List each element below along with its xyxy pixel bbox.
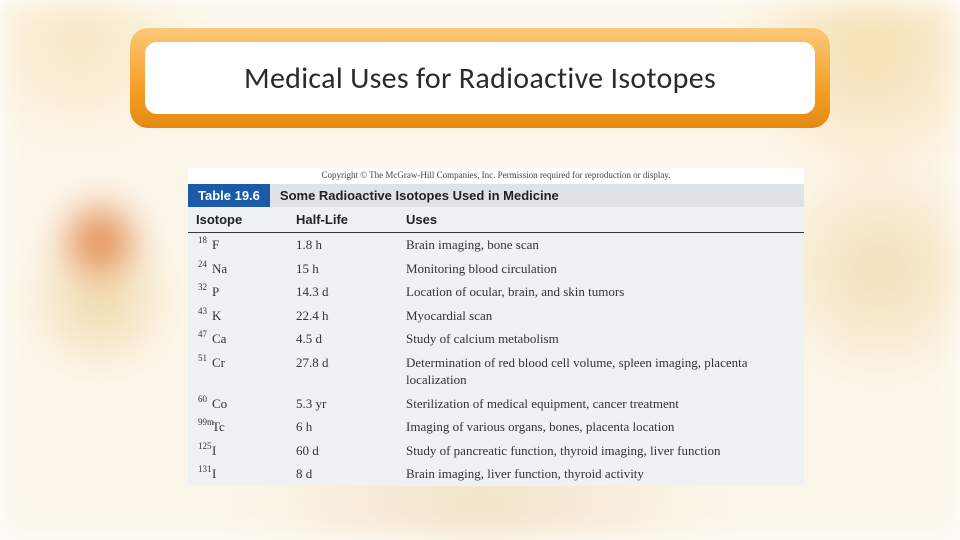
element-symbol: Ca <box>212 331 226 346</box>
cell-isotope: 99mTc <box>188 415 288 439</box>
element-symbol: Cr <box>212 355 225 370</box>
cell-halflife: 22.4 h <box>288 304 398 328</box>
mass-number: 99m <box>198 416 214 428</box>
cell-halflife: 4.5 d <box>288 327 398 351</box>
element-symbol: I <box>212 443 216 458</box>
col-header-isotope: Isotope <box>188 207 288 232</box>
cell-isotope: 51 Cr <box>188 351 288 375</box>
table-title-bar: Table 19.6 Some Radioactive Isotopes Use… <box>188 184 804 207</box>
table-body: 18 F 1.8 h Brain imaging, bone scan 24 Na … <box>188 233 804 486</box>
mass-number: 47 <box>198 328 207 340</box>
cell-isotope: 125I <box>188 439 288 463</box>
table-row: 51 Cr 27.8 d Determination of red blood c… <box>188 351 804 392</box>
cell-isotope: 131I <box>188 462 288 486</box>
cell-halflife: 6 h <box>288 415 398 439</box>
mass-number: 131 <box>198 463 212 475</box>
element-symbol: K <box>212 308 221 323</box>
table-caption: Some Radioactive Isotopes Used in Medici… <box>270 184 804 207</box>
mass-number: 51 <box>198 352 207 364</box>
table-row: 32 P 14.3 d Location of ocular, brain, an… <box>188 280 804 304</box>
cell-uses: Monitoring blood circulation <box>398 257 804 281</box>
mass-number: 125 <box>198 440 212 452</box>
table-row: 43 K 22.4 h Myocardial scan <box>188 304 804 328</box>
col-header-uses: Uses <box>398 207 804 232</box>
cell-isotope: 43 K <box>188 304 288 328</box>
cell-halflife: 1.8 h <box>288 233 398 257</box>
title-card-inner: Medical Uses for Radioactive Isotopes <box>145 42 815 114</box>
cell-isotope: 60 Co <box>188 392 288 416</box>
table-number-badge: Table 19.6 <box>188 184 270 207</box>
cell-halflife: 8 d <box>288 462 398 486</box>
cell-isotope: 24 Na <box>188 257 288 281</box>
cell-uses: Study of calcium metabolism <box>398 327 804 351</box>
cell-isotope: 18 F <box>188 233 288 257</box>
slide-title: Medical Uses for Radioactive Isotopes <box>244 60 716 97</box>
table-row: 24 Na 15 h Monitoring blood circulation <box>188 257 804 281</box>
table-row: 60 Co 5.3 yr Sterilization of medical equ… <box>188 392 804 416</box>
cell-uses: Location of ocular, brain, and skin tumo… <box>398 280 804 304</box>
mass-number: 43 <box>198 305 207 317</box>
cell-halflife: 15 h <box>288 257 398 281</box>
cell-uses: Study of pancreatic function, thyroid im… <box>398 439 804 463</box>
cell-uses: Imaging of various organs, bones, placen… <box>398 415 804 439</box>
table-row: 18 F 1.8 h Brain imaging, bone scan <box>188 233 804 257</box>
col-header-halflife: Half-Life <box>288 207 398 232</box>
table-row: 125I 60 d Study of pancreatic function, … <box>188 439 804 463</box>
mass-number: 24 <box>198 258 207 270</box>
table-row: 47 Ca 4.5 d Study of calcium metabolism <box>188 327 804 351</box>
element-symbol: Na <box>212 261 227 276</box>
mass-number: 32 <box>198 281 207 293</box>
element-symbol: I <box>212 466 216 481</box>
table-row: 99mTc 6 h Imaging of various organs, bon… <box>188 415 804 439</box>
cell-isotope: 47 Ca <box>188 327 288 351</box>
cell-halflife: 14.3 d <box>288 280 398 304</box>
table-row: 131I 8 d Brain imaging, liver function, … <box>188 462 804 486</box>
mass-number: 60 <box>198 393 207 405</box>
cell-uses: Myocardial scan <box>398 304 804 328</box>
cell-isotope: 32 P <box>188 280 288 304</box>
title-card: Medical Uses for Radioactive Isotopes <box>130 28 830 128</box>
cell-uses: Brain imaging, liver function, thyroid a… <box>398 462 804 486</box>
element-symbol: Co <box>212 396 227 411</box>
element-symbol: F <box>212 237 219 252</box>
cell-uses: Brain imaging, bone scan <box>398 233 804 257</box>
cell-halflife: 27.8 d <box>288 351 398 375</box>
element-symbol: P <box>212 284 219 299</box>
cell-halflife: 5.3 yr <box>288 392 398 416</box>
isotope-table: Copyright © The McGraw-Hill Companies, I… <box>188 168 804 486</box>
copyright-line: Copyright © The McGraw-Hill Companies, I… <box>188 168 804 184</box>
mass-number: 18 <box>198 234 207 246</box>
cell-halflife: 60 d <box>288 439 398 463</box>
table-column-headers: Isotope Half-Life Uses <box>188 207 804 233</box>
cell-uses: Determination of red blood cell volume, … <box>398 351 804 392</box>
cell-uses: Sterilization of medical equipment, canc… <box>398 392 804 416</box>
